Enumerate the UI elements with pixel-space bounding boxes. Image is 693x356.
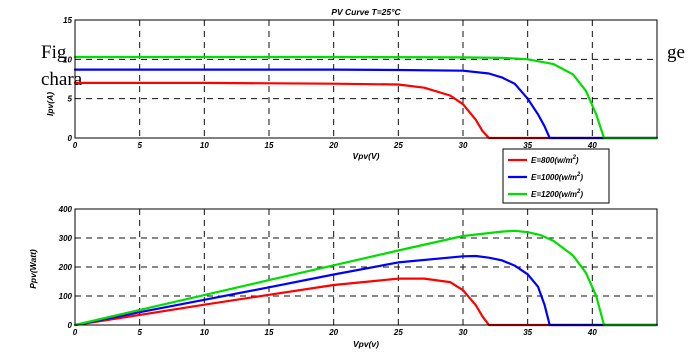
pv-x-tick-label: 35: [523, 328, 532, 337]
pv-x-tick-label: 15: [265, 328, 274, 337]
caption-right-line1: ge: [667, 42, 685, 63]
iv-x-tick-label: 10: [200, 141, 209, 150]
iv-x-tick-label: 5: [137, 141, 142, 150]
pv-series-line-0: [73, 277, 659, 327]
pv-x-ticks: 0 5 10 15 20 25 30 35 40: [73, 328, 598, 337]
iv-y-tick-label: 0: [68, 134, 73, 143]
pv-chart: 0 5 10 15 20 25 30 35 40 0 100 200 300 400 Vpv(v) Pp…: [28, 205, 659, 349]
iv-x-tick-label: 20: [328, 141, 338, 150]
pv-y-ticks: 0 100 200 300 400: [58, 205, 73, 330]
legend-label-1: E=1000(w/m2): [531, 172, 583, 182]
iv-x-tick-label: 0: [73, 141, 78, 150]
pv-series-line-1: [73, 254, 659, 327]
iv-x-tick-label: 30: [459, 141, 468, 150]
iv-series-group: [73, 55, 659, 140]
iv-y-tick-label: 10: [63, 55, 72, 64]
iv-grid: [75, 20, 657, 138]
pv-x-tick-label: 0: [73, 328, 78, 337]
pv-x-tick-label: 5: [137, 328, 142, 337]
iv-chart: PV Curve T=25°C 0 5 10 15 20 25 30 35 40 051015 …: [45, 7, 659, 161]
caption-left-line2: chara: [41, 69, 83, 90]
legend-entries: E=800(w/m2) E=1000(w/m2) E=1200(w/m2): [508, 155, 583, 199]
pv-x-tick-label: 25: [393, 328, 403, 337]
iv-series-line-0: [73, 81, 659, 140]
iv-series-line-1: [73, 68, 659, 140]
pv-plot-frame: [74, 208, 658, 326]
legend-label-2: E=1200(w/m2): [531, 189, 583, 199]
iv-x-tick-label: 35: [523, 141, 532, 150]
pv-y-tick-label: 400: [58, 205, 73, 214]
pv-series-line-2: [73, 229, 659, 327]
pv-x-tick-label: 10: [200, 328, 209, 337]
iv-chart-title: PV Curve T=25°C: [331, 7, 401, 17]
legend: E=800(w/m2) E=1000(w/m2) E=1200(w/m2): [502, 148, 610, 204]
iv-y-ticks: 0 5 10 15: [63, 16, 72, 143]
pv-x-axis-label: Vpv(v): [353, 339, 379, 349]
pv-grid: [75, 209, 657, 325]
pv-x-tick-label: 20: [328, 328, 338, 337]
iv-y-tick-label: 5: [68, 95, 73, 104]
iv-x-tick-label: 15: [265, 141, 274, 150]
pv-x-tick-label: 30: [459, 328, 468, 337]
pv-y-tick-label: 300: [59, 234, 73, 243]
legend-label-0: E=800(w/m2): [531, 155, 579, 165]
pv-x-tick-label: 40: [587, 328, 597, 337]
pv-y-tick-label: 0: [68, 321, 73, 330]
iv-x-axis-label: Vpv(V): [353, 151, 380, 161]
pv-y-tick-label: 100: [59, 292, 73, 301]
iv-y-tick-label: 15: [63, 16, 72, 25]
pv-y-tick-label: 200: [58, 263, 73, 272]
pv-series-group: [73, 229, 659, 327]
iv-y-axis-label: Ipv(A): [45, 92, 55, 116]
caption-left-line1: Fig: [41, 42, 67, 63]
iv-x-tick-label: 25: [393, 141, 403, 150]
iv-plot-frame: [74, 19, 658, 139]
pv-y-axis-label: Ppv(Watt): [28, 249, 38, 289]
iv-x-ticks: 0 5 10 15 20 25 30 35 40: [73, 141, 598, 150]
iv-x-tick-label: 40: [587, 141, 597, 150]
iv-series-line-2: [73, 55, 659, 140]
